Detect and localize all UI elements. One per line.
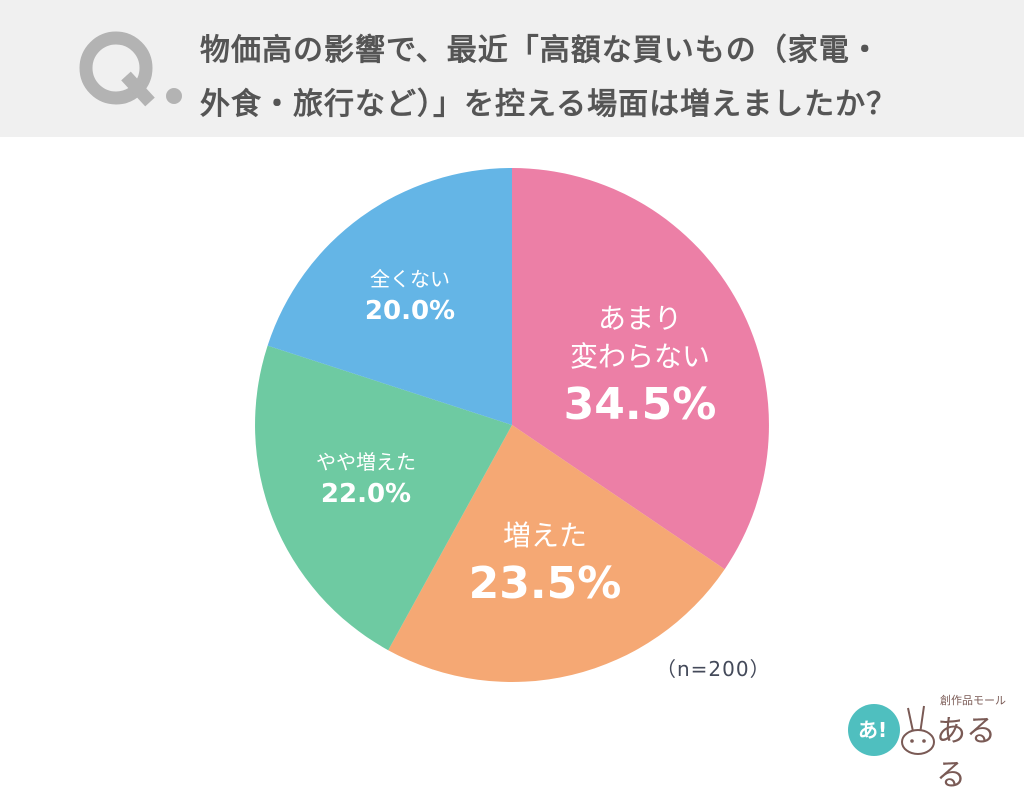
logo-name: あるる	[936, 714, 996, 793]
question-line-2: 外食・旅行など）」を控える場面は増えましたか？	[200, 87, 898, 122]
slice-increased	[388, 425, 725, 682]
slice-slightly-increased	[255, 345, 512, 651]
pie-chart: あまり 変わらない 34.5% 増えた 23.5% やや増えた 22.0% 全く…	[255, 168, 769, 682]
label-increased: 増えた 23.5%	[468, 519, 622, 609]
sample-size-note: （n=200）	[656, 657, 771, 681]
q-mark-icon	[79, 31, 182, 107]
question-header: 物価高の影響で、最近「高額な買いもの（家電・ 外食・旅行など）」を控える場面は増…	[0, 0, 1024, 137]
brand-logo: あ! 創作品モール あるる	[848, 686, 1018, 793]
label-not-at-all: 全くない 20.0%	[364, 267, 456, 326]
label-not-much-changed: あまり 変わらない 34.5%	[563, 302, 717, 430]
label-slightly-increased: やや増えた 22.0%	[316, 450, 416, 509]
question-text: 物価高の影響で、最近「高額な買いもの（家電・ 外食・旅行など）」を控える場面は増…	[200, 24, 1000, 132]
question-line-1: 物価高の影響で、最近「高額な買いもの（家電・	[200, 33, 881, 68]
slice-not-much-changed	[512, 168, 769, 570]
logo-badge: あ!	[858, 718, 888, 742]
logo-tagline: 創作品モール	[940, 694, 1006, 707]
slice-not-at-all	[267, 168, 512, 425]
